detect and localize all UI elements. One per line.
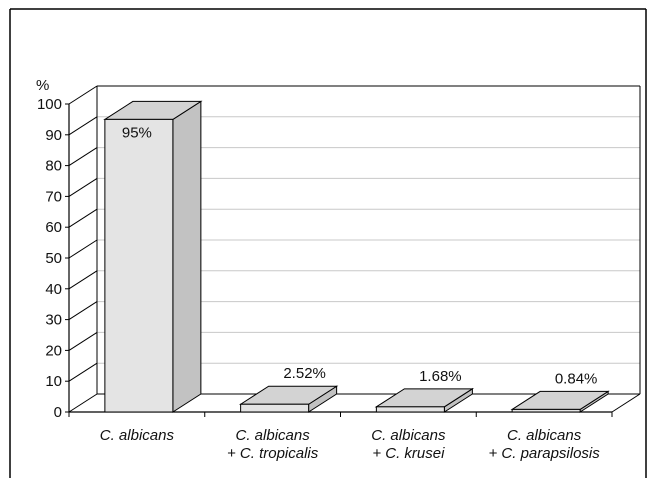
y-tick-label: 80	[45, 158, 62, 175]
y-tick-label: 0	[54, 404, 62, 421]
category-labels: C. albicans C. albicans+ C. tropicalisC. …	[100, 427, 600, 462]
y-tick-connector	[68, 147, 98, 167]
y-tick-labels: 0 10 20 30 40 50 60 70 80 90 100	[37, 96, 62, 421]
data-label: 95%	[122, 124, 152, 141]
y-axis-label: %	[36, 77, 49, 94]
category-label: + C. krusei	[372, 445, 445, 462]
data-label: 0.84%	[555, 370, 598, 387]
bar	[238, 385, 339, 413]
y-tick-label: 10	[45, 373, 62, 390]
y-tick-connector	[68, 116, 98, 136]
y-tick-connector	[68, 331, 98, 351]
category-label: C. albicans	[507, 427, 582, 444]
y-tick-label: 40	[45, 281, 62, 298]
category-label: + C. parapsilosis	[488, 445, 600, 462]
y-tick-connector	[68, 177, 98, 197]
bar-front	[104, 118, 174, 413]
y-tick-connector	[68, 270, 98, 290]
y-tick-connector	[68, 393, 98, 413]
y-tick-connector	[68, 301, 98, 321]
bar	[103, 100, 203, 413]
y-tick-label: 90	[45, 127, 62, 144]
bar-side	[172, 100, 202, 413]
bar-front	[240, 403, 310, 413]
bar	[510, 390, 610, 413]
y-tick-connector	[68, 239, 98, 259]
y-tick-connector	[68, 208, 98, 228]
y-tick-label: 20	[45, 342, 62, 359]
y-tick-connector	[68, 85, 98, 105]
y-tick-label: 60	[45, 219, 62, 236]
bar-front	[511, 408, 581, 413]
category-label: C. albicans	[100, 427, 175, 444]
category-label: C. albicans	[236, 427, 311, 444]
bar-front	[375, 406, 445, 413]
data-label: 1.68%	[419, 368, 462, 385]
category-label: C. albicans	[371, 427, 446, 444]
y-tick-connector	[68, 362, 98, 382]
category-label: + C. tropicalis	[227, 445, 319, 462]
y-tick-label: 50	[45, 250, 62, 267]
bar-top	[374, 388, 475, 408]
bars	[103, 100, 610, 413]
y-tick-label: 100	[37, 96, 62, 113]
y-tick-label: 70	[45, 188, 62, 205]
bar	[374, 387, 475, 413]
data-label: 2.52%	[283, 365, 326, 382]
floor-right-edge	[611, 393, 641, 413]
y-tick-label: 30	[45, 312, 62, 329]
data-labels: 95% 2.52% 1.68% 0.84%	[122, 124, 598, 387]
